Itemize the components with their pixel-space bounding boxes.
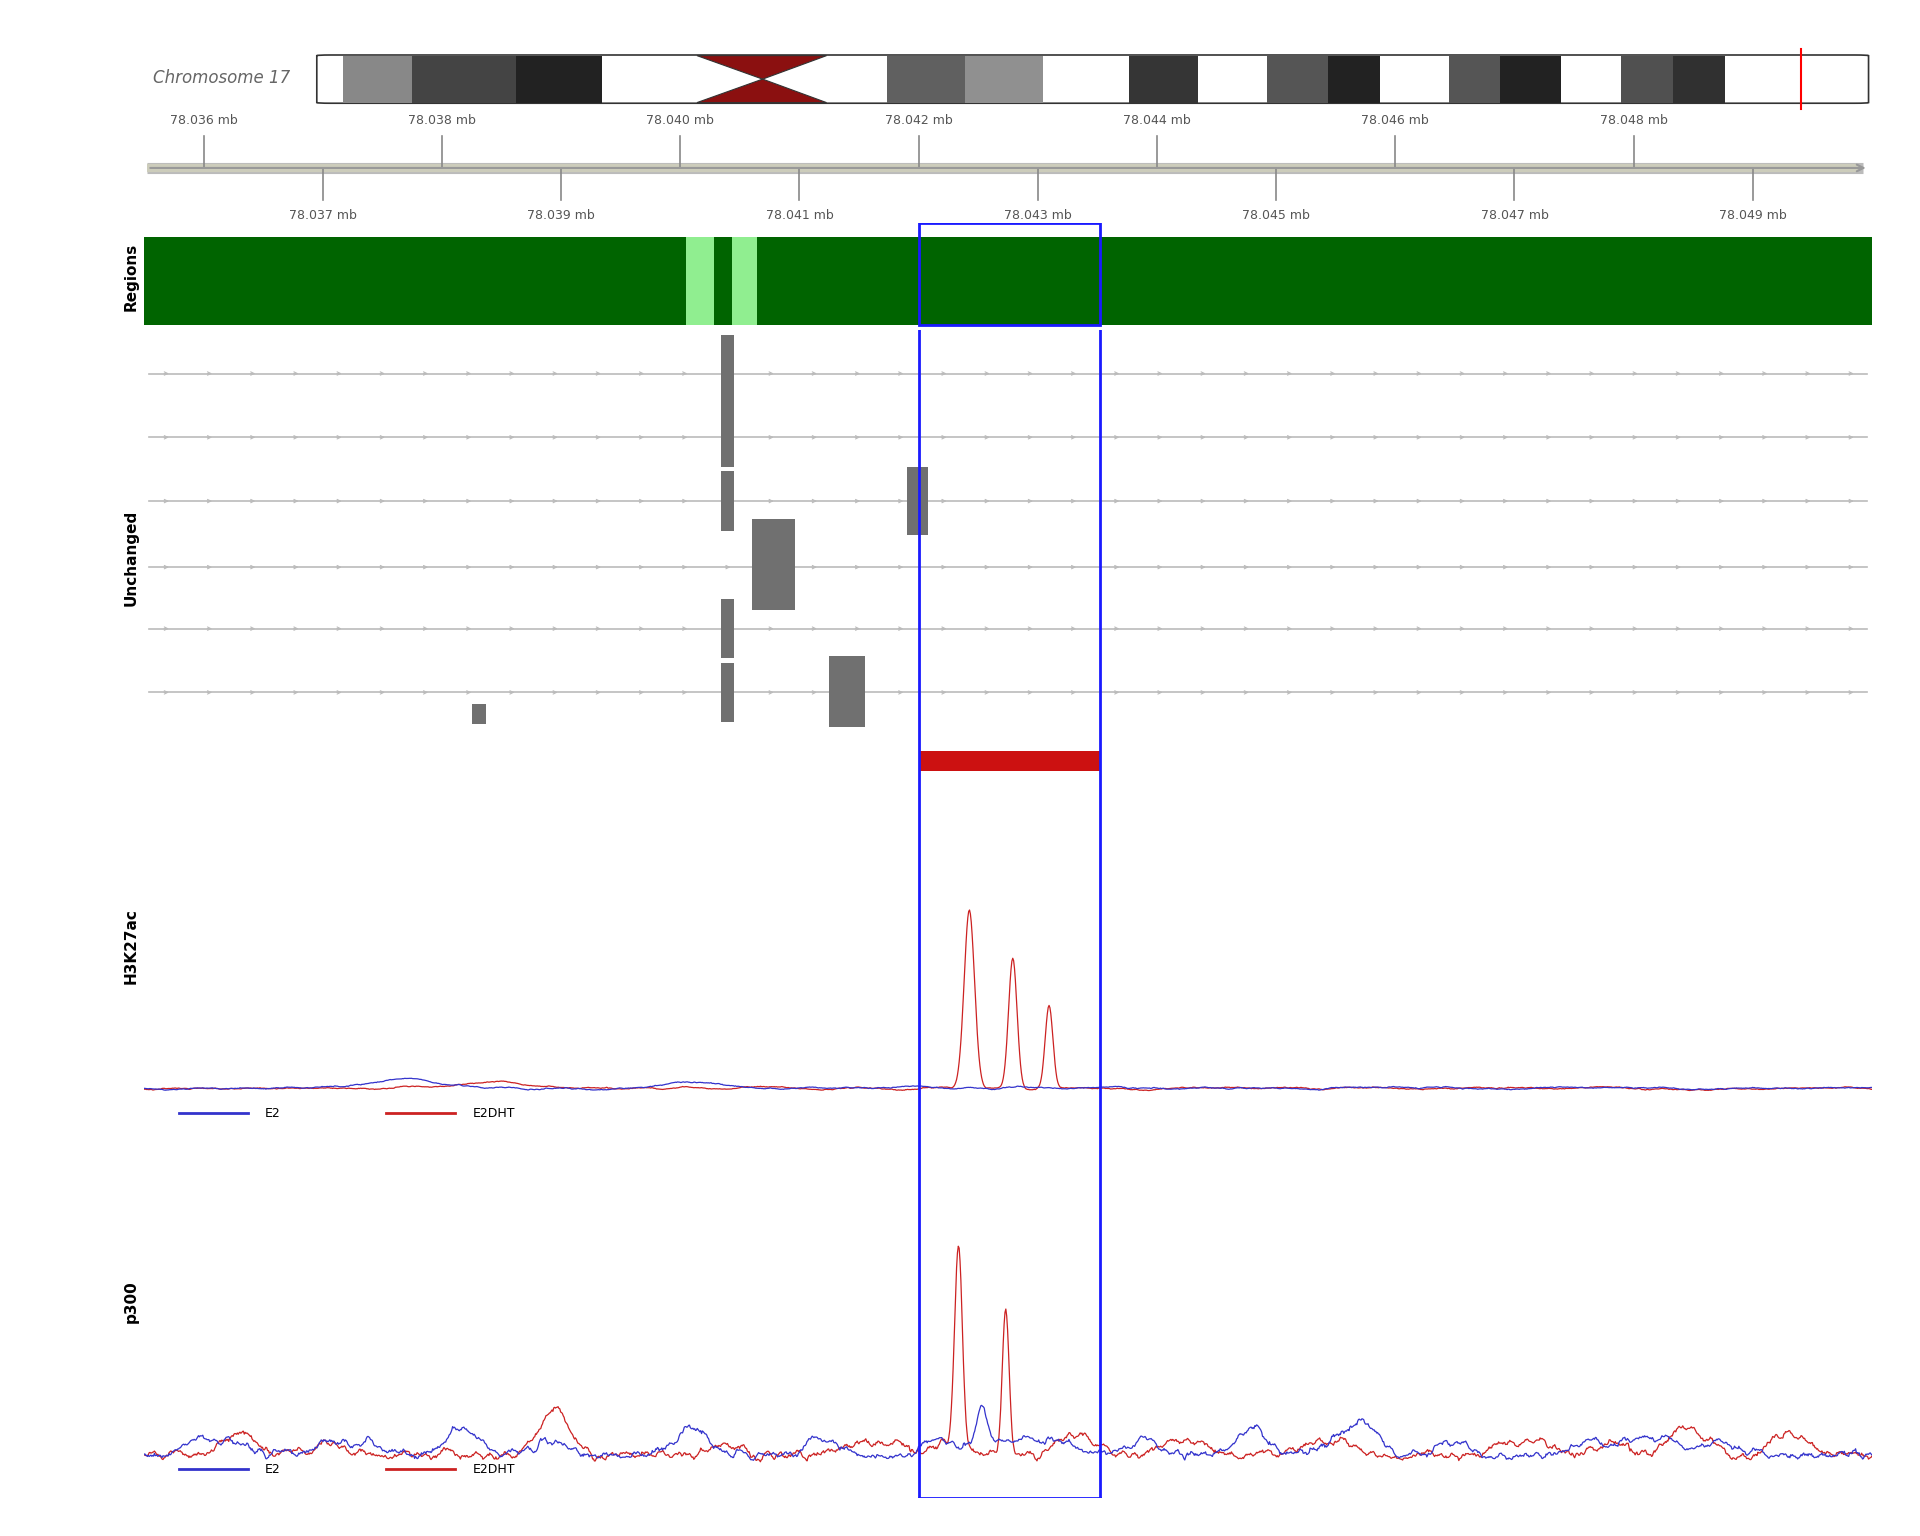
Bar — [720, 664, 733, 722]
Bar — [411, 55, 515, 103]
Bar — [887, 55, 964, 103]
Bar — [1450, 55, 1501, 103]
Text: 78.045 mb: 78.045 mb — [1242, 209, 1309, 221]
Text: H3K27ac: H3K27ac — [123, 908, 138, 985]
Bar — [720, 407, 733, 467]
Bar — [1329, 55, 1379, 103]
Text: Regions: Regions — [123, 243, 138, 310]
Text: 78.047 mb: 78.047 mb — [1480, 209, 1548, 221]
Bar — [515, 55, 603, 103]
Bar — [756, 238, 774, 326]
Polygon shape — [697, 55, 828, 103]
Text: 78.040 mb: 78.040 mb — [647, 114, 714, 127]
Bar — [753, 519, 795, 610]
Text: 78.048 mb: 78.048 mb — [1599, 114, 1668, 127]
Bar — [714, 238, 732, 326]
Bar — [144, 238, 685, 326]
Bar — [906, 467, 927, 535]
Bar — [685, 238, 714, 326]
Bar — [829, 656, 866, 727]
Text: 78.049 mb: 78.049 mb — [1718, 209, 1788, 221]
FancyBboxPatch shape — [317, 55, 1868, 103]
Bar — [720, 335, 733, 412]
Text: 78.042 mb: 78.042 mb — [885, 114, 952, 127]
Bar — [774, 238, 1872, 326]
Bar — [1672, 55, 1726, 103]
Bar — [344, 55, 413, 103]
Bar — [918, 751, 1100, 771]
Text: p300: p300 — [123, 1281, 138, 1322]
Text: 78.036 mb: 78.036 mb — [169, 114, 238, 127]
Text: 78.037 mb: 78.037 mb — [288, 209, 357, 221]
Bar — [720, 599, 733, 659]
Bar — [1620, 55, 1674, 103]
Text: 78.043 mb: 78.043 mb — [1004, 209, 1071, 221]
Bar — [1267, 55, 1329, 103]
Bar — [918, 223, 1100, 326]
Bar — [720, 472, 733, 530]
Text: 78.039 mb: 78.039 mb — [528, 209, 595, 221]
Bar — [1501, 55, 1561, 103]
Text: E2DHT: E2DHT — [472, 1462, 515, 1476]
Text: Chromosome 17: Chromosome 17 — [152, 69, 290, 86]
Bar — [964, 55, 1043, 103]
Bar — [1129, 55, 1198, 103]
Text: 78.041 mb: 78.041 mb — [766, 209, 833, 221]
Bar — [732, 238, 756, 326]
Text: 78.046 mb: 78.046 mb — [1361, 114, 1428, 127]
Text: E2DHT: E2DHT — [472, 1107, 515, 1120]
Bar — [472, 703, 486, 725]
Text: E2: E2 — [265, 1107, 280, 1120]
Text: Unchanged: Unchanged — [123, 510, 138, 607]
Text: E2: E2 — [265, 1462, 280, 1476]
Text: 78.044 mb: 78.044 mb — [1123, 114, 1190, 127]
Text: 78.038 mb: 78.038 mb — [407, 114, 476, 127]
